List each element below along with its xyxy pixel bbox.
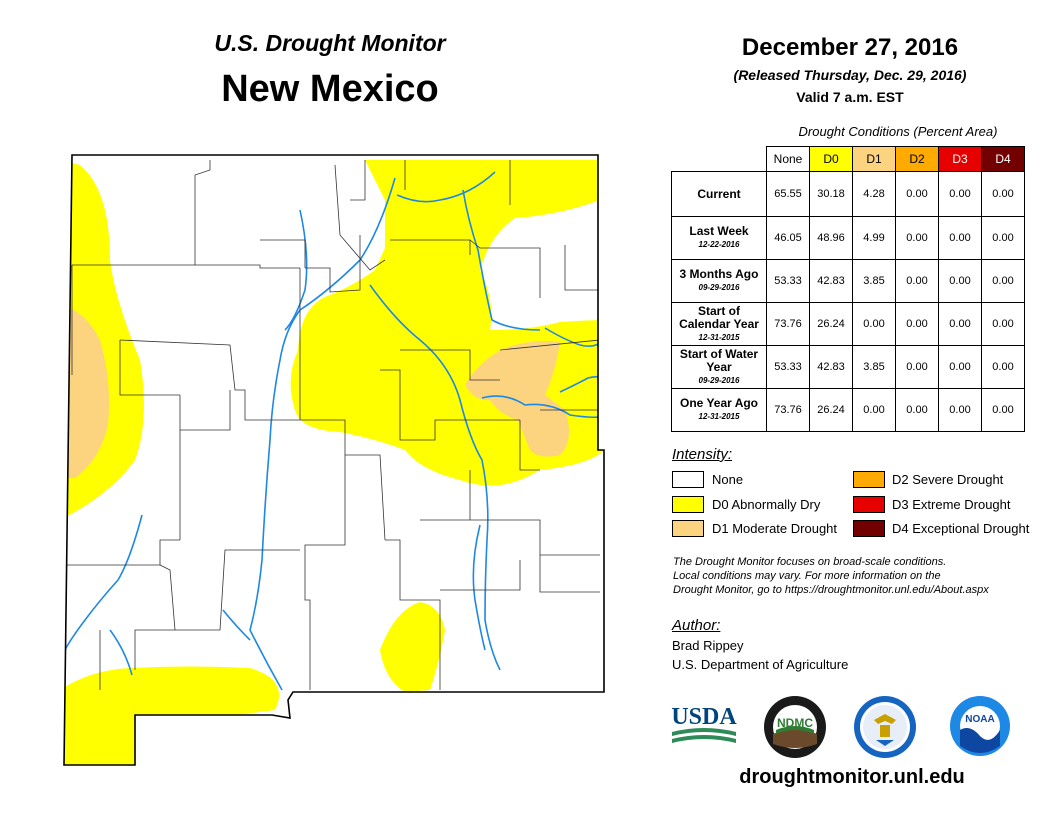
cell-d0: 42.83 [809,259,853,303]
cell-d2: 0.00 [895,171,939,217]
author-name: Brad Rippey [672,638,744,653]
cell-d1: 4.28 [852,171,896,217]
table-row: Current 65.55 30.18 4.28 0.00 0.00 0.00 [671,171,1025,217]
row-label: Current [671,171,767,217]
map-date: December 27, 2016 [741,34,959,61]
note-line: Drought Monitor, go to https://droughtmo… [673,584,989,596]
legend-title: Intensity: [672,446,733,463]
cell-d2: 0.00 [895,388,939,432]
cell-d2: 0.00 [895,259,939,303]
cell-none: 73.76 [766,302,810,346]
ndmc-logo-text: NDMC [777,716,813,730]
cell-d0: 48.96 [809,216,853,260]
rivers [64,171,601,691]
note-line: The Drought Monitor focuses on broad-sca… [673,556,947,568]
ndmc-logo: NDMC [764,696,826,758]
cell-d4: 0.00 [981,216,1025,260]
table-caption: Drought Conditions (Percent Area) [798,124,998,139]
disclaimer-note: The Drought Monitor focuses on broad-sca… [673,555,1043,597]
row-label: 3 Months Ago 09-29-2016 [671,259,767,303]
cell-d0: 30.18 [809,171,853,217]
col-header-d2: D2 [895,146,939,172]
col-header-d3: D3 [938,146,982,172]
cell-d3: 0.00 [938,302,982,346]
cell-d4: 0.00 [981,345,1025,389]
state-outline [63,154,605,766]
county-lines [65,160,601,690]
cell-d4: 0.00 [981,388,1025,432]
map-title: New Mexico [221,68,439,110]
legend-swatch-none [672,471,704,488]
map-subtitle: U.S. Drought Monitor [214,30,446,56]
cell-d0: 42.83 [809,345,853,389]
cell-d3: 0.00 [938,388,982,432]
col-header-d1: D1 [852,146,896,172]
author-heading: Author: [672,617,721,634]
usda-logo: USDA [671,704,737,743]
cell-d3: 0.00 [938,171,982,217]
table-row: Start of Water Year 09-29-2016 53.33 42.8… [671,345,1025,389]
table-row: Last Week 12-22-2016 46.05 48.96 4.99 0.0… [671,216,1025,260]
drought-conditions-table: None D0 D1 D2 D3 D4 Current 65.55 30.18 … [671,146,1025,432]
cell-d4: 0.00 [981,302,1025,346]
legend-label-none: None [712,472,744,487]
table-row: 3 Months Ago 09-29-2016 53.33 42.83 3.85 … [671,259,1025,303]
website-url: droughtmonitor.unl.edu [739,766,965,788]
col-header-d0: D0 [809,146,853,172]
noaa-logo-text: NOAA [965,714,994,725]
cell-d1: 3.85 [852,345,896,389]
col-header-none: None [766,146,810,172]
commerce-seal-logo [854,696,916,758]
cell-d4: 0.00 [981,259,1025,303]
cell-d1: 0.00 [852,302,896,346]
cell-d3: 0.00 [938,345,982,389]
table-row: One Year Ago 12-31-2015 73.76 26.24 0.00 … [671,388,1025,432]
cell-d1: 3.85 [852,259,896,303]
table-row: Start of Calendar Year 12-31-2015 73.76 2… [671,302,1025,346]
table-corner [671,146,767,172]
noaa-logo: NOAA [950,696,1010,756]
cell-d1: 0.00 [852,388,896,432]
cell-none: 53.33 [766,259,810,303]
legend-swatch-d2 [853,471,885,488]
row-label: Start of Water Year 09-29-2016 [671,345,767,389]
cell-d2: 0.00 [895,345,939,389]
legend-swatch-d4 [853,520,885,537]
release-date: (Released Thursday, Dec. 29, 2016) [733,67,967,83]
row-label: One Year Ago 12-31-2015 [671,388,767,432]
legend-label-d3: D3 Extreme Drought [892,497,1011,512]
cell-d2: 0.00 [895,216,939,260]
cell-d3: 0.00 [938,216,982,260]
col-header-d4: D4 [981,146,1025,172]
cell-none: 73.76 [766,388,810,432]
cell-d4: 0.00 [981,171,1025,217]
legend-label-d0: D0 Abnormally Dry [712,497,821,512]
usda-logo-text: USDA [671,704,737,730]
legend-label-d2: D2 Severe Drought [892,472,1004,487]
note-line: Local conditions may vary. For more info… [673,570,941,582]
cell-none: 46.05 [766,216,810,260]
legend-swatch-d3 [853,496,885,513]
legend-swatch-d1 [672,520,704,537]
legend-swatch-d0 [672,496,704,513]
row-label: Last Week 12-22-2016 [671,216,767,260]
cell-none: 53.33 [766,345,810,389]
row-label: Start of Calendar Year 12-31-2015 [671,302,767,346]
cell-d1: 4.99 [852,216,896,260]
new-mexico-map [63,154,605,766]
cell-d3: 0.00 [938,259,982,303]
cell-d0: 26.24 [809,388,853,432]
author-organization: U.S. Department of Agriculture [672,657,849,672]
valid-time: Valid 7 a.m. EST [796,89,904,105]
legend-label-d1: D1 Moderate Drought [712,521,838,536]
legend-label-d4: D4 Exceptional Drought [892,521,1030,536]
cell-d0: 26.24 [809,302,853,346]
cell-none: 65.55 [766,171,810,217]
cell-d2: 0.00 [895,302,939,346]
